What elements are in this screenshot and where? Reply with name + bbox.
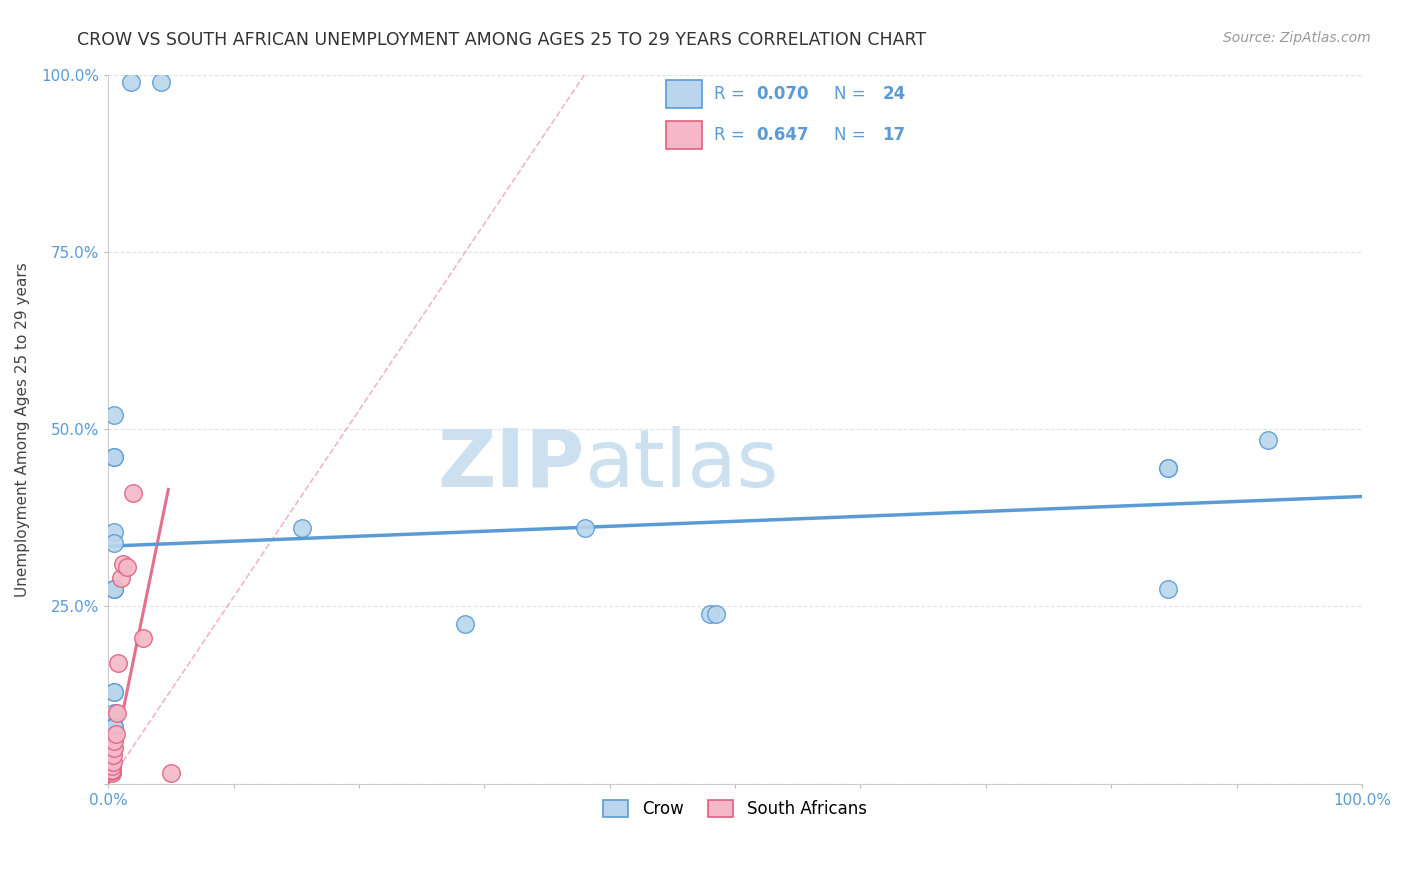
Point bbox=[103, 582, 125, 596]
Point bbox=[704, 607, 727, 621]
Text: Source: ZipAtlas.com: Source: ZipAtlas.com bbox=[1223, 31, 1371, 45]
Point bbox=[120, 74, 142, 88]
Point bbox=[574, 521, 596, 535]
Y-axis label: Unemployment Among Ages 25 to 29 years: Unemployment Among Ages 25 to 29 years bbox=[15, 261, 30, 597]
Point bbox=[115, 560, 138, 574]
Point bbox=[454, 617, 477, 632]
Point bbox=[101, 764, 124, 778]
Text: ZIP: ZIP bbox=[437, 425, 585, 504]
Point bbox=[1156, 461, 1178, 475]
Point bbox=[103, 734, 125, 748]
Point bbox=[101, 756, 124, 770]
Point bbox=[132, 632, 155, 646]
Point bbox=[103, 524, 125, 539]
Point bbox=[103, 450, 125, 465]
Point bbox=[103, 535, 125, 549]
Point bbox=[1156, 582, 1178, 596]
Point bbox=[103, 684, 125, 698]
Text: atlas: atlas bbox=[585, 425, 779, 504]
Point bbox=[103, 582, 125, 596]
Point bbox=[104, 727, 127, 741]
Point bbox=[103, 450, 125, 465]
Point bbox=[110, 571, 132, 585]
Point bbox=[103, 408, 125, 422]
Point bbox=[107, 656, 129, 670]
Point bbox=[699, 607, 721, 621]
Point bbox=[103, 684, 125, 698]
Point bbox=[291, 521, 314, 535]
Point bbox=[101, 748, 124, 763]
Point bbox=[105, 706, 128, 720]
Point bbox=[101, 763, 124, 777]
Point bbox=[122, 486, 145, 500]
Point bbox=[103, 720, 125, 734]
Point bbox=[101, 759, 124, 773]
Point bbox=[149, 74, 172, 88]
Point bbox=[112, 557, 135, 571]
Point bbox=[1156, 461, 1178, 475]
Legend: Crow, South Africans: Crow, South Africans bbox=[596, 794, 873, 825]
Point bbox=[103, 706, 125, 720]
Point bbox=[103, 720, 125, 734]
Point bbox=[1257, 433, 1279, 447]
Text: CROW VS SOUTH AFRICAN UNEMPLOYMENT AMONG AGES 25 TO 29 YEARS CORRELATION CHART: CROW VS SOUTH AFRICAN UNEMPLOYMENT AMONG… bbox=[77, 31, 927, 49]
Point bbox=[103, 582, 125, 596]
Point bbox=[160, 766, 183, 780]
Point bbox=[103, 741, 125, 756]
Point bbox=[101, 766, 124, 780]
